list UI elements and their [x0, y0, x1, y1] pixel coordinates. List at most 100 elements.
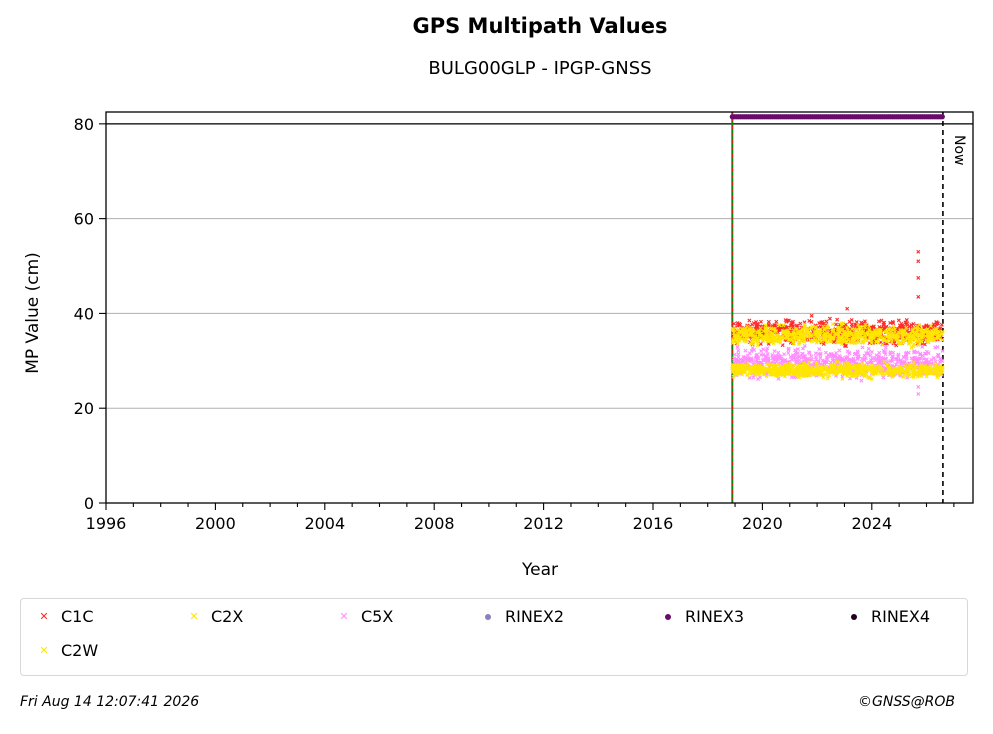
point-c2w: [907, 370, 912, 375]
point-c2w: [786, 369, 791, 374]
point-c2w: [934, 365, 939, 370]
point-c2w: [835, 359, 840, 364]
point-c2x: [776, 338, 781, 343]
point-c2w: [831, 366, 836, 371]
point-c5x: [852, 352, 857, 357]
point-c5x: [793, 348, 798, 353]
point-c2x: [886, 327, 891, 332]
point-c5x: [756, 377, 761, 381]
x-axis: 1996 2000 2004 2008 2012 2016 2020 2024: [86, 503, 955, 533]
legend-item-rinex4: RINEX4: [847, 607, 930, 626]
point-c5x: [837, 348, 842, 353]
legend-item-rinex2: RINEX2: [481, 607, 564, 626]
point-c5x: [852, 359, 857, 364]
point-c2w: [903, 364, 908, 369]
point-c5x: [764, 348, 769, 353]
point-c2x: [819, 339, 823, 344]
point-c2x: [801, 336, 806, 341]
point-c2x: [772, 327, 777, 332]
point-c2w: [730, 369, 735, 374]
point-c2w: [900, 366, 905, 371]
point-c5x: [809, 354, 814, 359]
point-c2w: [880, 367, 885, 372]
point-c2x: [792, 337, 797, 342]
point-c2x: [808, 331, 813, 336]
point-c2w: [786, 363, 791, 368]
point-c5x: [797, 355, 802, 360]
point-c2x: [746, 332, 751, 337]
point-c2w: [762, 368, 767, 373]
point-c2x: [741, 331, 746, 336]
point-c5x: [869, 350, 874, 355]
y-tick-label: 80: [74, 115, 94, 134]
point-c2x: [915, 339, 920, 344]
point-c2w: [846, 365, 851, 370]
point-c5x: [915, 359, 920, 364]
point-c2x: [806, 330, 811, 335]
point-c2w: [877, 371, 882, 376]
point-c2w: [912, 366, 917, 371]
point-c1c-outlier: [916, 259, 921, 264]
point-c2w: [740, 363, 745, 368]
point-c2x: [854, 327, 859, 332]
point-c5x: [776, 376, 781, 381]
point-c2x: [734, 339, 739, 344]
point-c2w: [832, 372, 837, 377]
point-c2x: [836, 340, 841, 345]
point-c2x: [802, 326, 807, 331]
point-c2w: [818, 364, 823, 369]
point-c5x: [923, 351, 928, 356]
point-c5x: [864, 351, 869, 356]
point-c5x: [813, 351, 818, 356]
legend-marker-dot: [851, 613, 857, 620]
point-c1c: [757, 326, 762, 331]
point-c2w: [884, 371, 889, 376]
point-c2x: [826, 330, 830, 335]
point-c2x: [909, 345, 914, 350]
point-c5x: [915, 350, 920, 355]
point-c2x: [940, 338, 945, 343]
point-c5x: [789, 375, 794, 380]
point-c5x: [779, 358, 784, 363]
point-c2x: [814, 324, 819, 329]
point-c2x: [861, 340, 866, 345]
point-c2x: [892, 327, 897, 332]
point-c2x: [805, 328, 810, 333]
point-c2x: [898, 340, 903, 345]
point-c2x: [731, 327, 736, 332]
point-c1c: [755, 321, 760, 326]
point-c5x: [770, 356, 775, 361]
point-c2w: [919, 364, 924, 369]
point-c2w: [804, 362, 809, 367]
point-c2x: [774, 337, 779, 342]
point-c5x: [938, 356, 943, 361]
point-c5x: [847, 357, 852, 362]
point-c2w: [865, 367, 870, 372]
point-c2w: [750, 370, 755, 375]
point-c5x: [874, 356, 879, 361]
legend-item-c2x: ✕ C2X: [187, 607, 243, 626]
point-c2w: [930, 366, 935, 371]
point-c2x: [768, 333, 773, 338]
point-c2w: [842, 371, 847, 376]
point-c2x: [894, 335, 899, 340]
point-c5x: [828, 351, 833, 356]
legend-marker-dot: [485, 613, 491, 620]
point-c2w: [774, 370, 779, 374]
point-c2x: [891, 325, 896, 330]
point-c2w: [800, 366, 805, 371]
y-tick-label: 20: [74, 399, 94, 418]
point-c2w: [831, 362, 836, 367]
legend-label: RINEX3: [685, 607, 745, 626]
point-c5x: [776, 353, 781, 358]
point-c5x: [817, 347, 822, 352]
point-c2x: [817, 337, 822, 342]
point-c5x: [801, 355, 806, 360]
point-c2x: [825, 325, 830, 330]
point-c1c: [938, 326, 943, 331]
point-c2x: [799, 329, 804, 334]
point-c2x: [781, 323, 786, 328]
point-c1c: [896, 318, 901, 323]
point-c5x: [748, 357, 753, 362]
point-c2x: [932, 338, 937, 343]
